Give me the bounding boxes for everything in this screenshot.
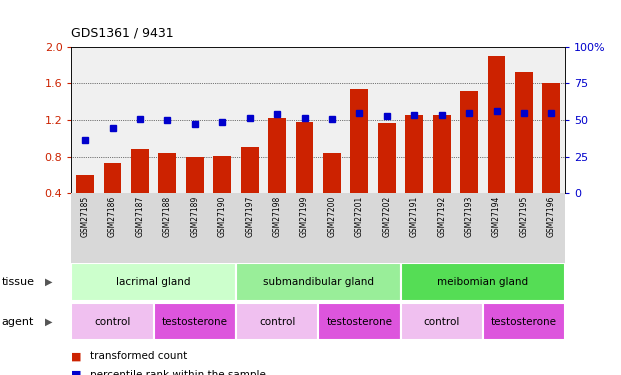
Bar	[214, 156, 231, 193]
Bar	[236, 303, 319, 340]
Text: GSM27198: GSM27198	[273, 196, 281, 237]
Text: GDS1361 / 9431: GDS1361 / 9431	[71, 26, 174, 39]
Bar	[236, 263, 401, 301]
Text: GSM27195: GSM27195	[520, 196, 528, 237]
Bar	[406, 116, 423, 193]
Text: transformed count: transformed count	[90, 351, 188, 361]
Text: GSM27192: GSM27192	[437, 196, 446, 237]
Text: agent: agent	[1, 316, 34, 327]
Text: meibomian gland: meibomian gland	[437, 277, 528, 287]
Text: GSM27193: GSM27193	[465, 196, 474, 237]
Text: tissue: tissue	[1, 277, 34, 287]
Text: GSM27187: GSM27187	[135, 196, 145, 237]
Text: GSM27201: GSM27201	[355, 196, 364, 237]
Bar	[158, 153, 176, 193]
Text: ■: ■	[71, 351, 82, 361]
Text: GSM27186: GSM27186	[108, 196, 117, 237]
Bar	[186, 157, 204, 193]
Text: testosterone: testosterone	[491, 316, 557, 327]
Bar	[296, 122, 314, 193]
Text: percentile rank within the sample: percentile rank within the sample	[90, 370, 266, 375]
Text: submandibular gland: submandibular gland	[263, 277, 374, 287]
Text: control: control	[259, 316, 296, 327]
Bar	[71, 263, 236, 301]
Bar	[483, 303, 565, 340]
Text: testosterone: testosterone	[162, 316, 228, 327]
Text: ▶: ▶	[45, 316, 52, 327]
Text: control: control	[94, 316, 131, 327]
Bar	[268, 118, 286, 193]
Bar	[323, 153, 341, 193]
Text: GSM27188: GSM27188	[163, 196, 172, 237]
Text: control: control	[424, 316, 460, 327]
Text: GSM27196: GSM27196	[547, 196, 556, 237]
Text: GSM27194: GSM27194	[492, 196, 501, 237]
Text: GSM27191: GSM27191	[410, 196, 419, 237]
Bar	[350, 89, 368, 193]
Text: GSM27199: GSM27199	[300, 196, 309, 237]
Bar	[515, 72, 533, 193]
Bar	[433, 116, 451, 193]
Text: ■: ■	[71, 370, 82, 375]
Bar	[71, 303, 154, 340]
Text: ▶: ▶	[45, 277, 52, 287]
Text: GSM27185: GSM27185	[81, 196, 89, 237]
Bar	[460, 91, 478, 193]
Bar	[104, 163, 122, 193]
Bar	[401, 303, 483, 340]
Text: GSM27200: GSM27200	[327, 196, 337, 237]
Bar	[543, 84, 560, 193]
Bar	[131, 149, 149, 193]
Bar	[241, 147, 258, 193]
Text: GSM27197: GSM27197	[245, 196, 254, 237]
Bar	[487, 56, 505, 193]
Text: GSM27190: GSM27190	[218, 196, 227, 237]
Bar	[318, 303, 401, 340]
Text: lacrimal gland: lacrimal gland	[117, 277, 191, 287]
Bar	[401, 263, 565, 301]
Text: GSM27189: GSM27189	[191, 196, 199, 237]
Bar	[76, 175, 94, 193]
Text: testosterone: testosterone	[327, 316, 392, 327]
Text: GSM27202: GSM27202	[383, 196, 391, 237]
Bar	[378, 123, 396, 193]
Bar	[154, 303, 236, 340]
